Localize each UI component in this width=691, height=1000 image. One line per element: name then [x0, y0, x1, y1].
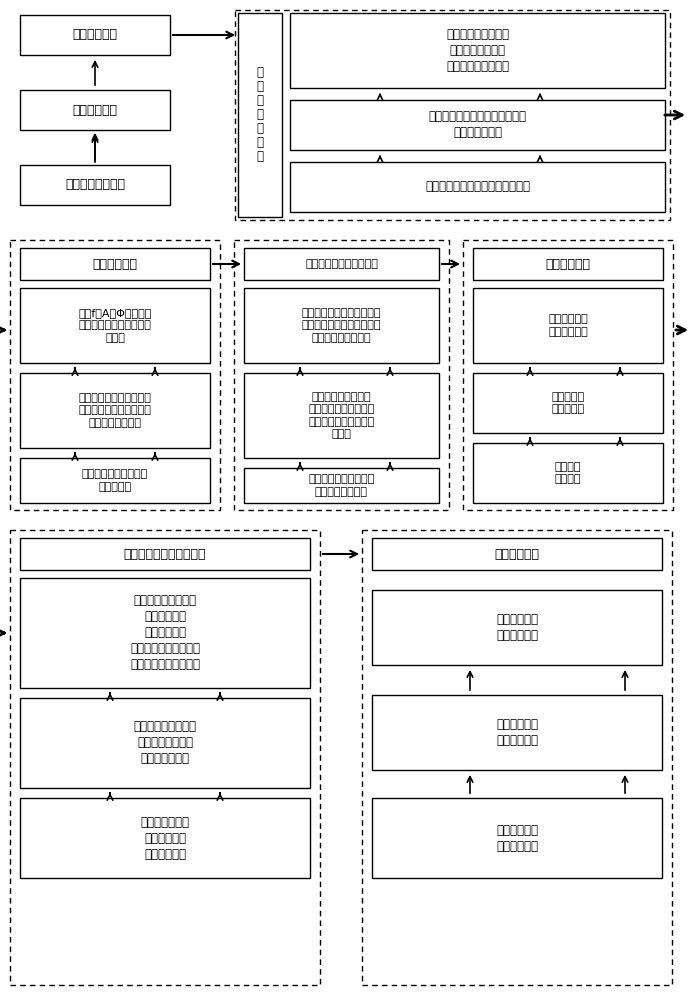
- Text: 专业数据库，产品序列
号，条码生产系统: 专业数据库，产品序列 号，条码生产系统: [308, 474, 375, 497]
- Text: 样本数据分析、处理
状态特征频谱选定
次声波基本模型建立: 样本数据分析、处理 状态特征频谱选定 次声波基本模型建立: [446, 28, 509, 73]
- Bar: [244, 248, 439, 280]
- Bar: [372, 695, 662, 770]
- Bar: [20, 373, 210, 448]
- Text: 声学检测室
标定声级计: 声学检测室 标定声级计: [551, 392, 585, 414]
- Text: 订货技术指标
企业产品标准: 订货技术指标 企业产品标准: [496, 718, 538, 747]
- Bar: [20, 90, 170, 130]
- Bar: [10, 530, 320, 985]
- Text: 系列化、标准化产品制成: 系列化、标准化产品制成: [124, 548, 206, 560]
- Text: 用户需求
设计要求: 用户需求 设计要求: [555, 462, 581, 484]
- Bar: [372, 538, 662, 570]
- Text: 自创后馈评价软件模
块，特质声学室及其发
声、拾音、检测、校验
装置等: 自创后馈评价软件模 块，特质声学室及其发 声、拾音、检测、校验 装置等: [308, 392, 375, 439]
- Text: 个性f、A、Φ精调馈声
修正调制，特征频、幅、
定向域: 个性f、A、Φ精调馈声 修正调制，特征频、幅、 定向域: [78, 308, 152, 343]
- Text: 降噪效果测定
产品外观检验: 降噪效果测定 产品外观检验: [496, 613, 538, 642]
- Text: 机械部组制造、采购
软件模块定制
电控装置定制
个性调制声码模块装入
有源降噪装置总装调试: 机械部组制造、采购 软件模块定制 电控装置定制 个性调制声码模块装入 有源降噪装…: [130, 594, 200, 672]
- Text: 噪声样本入厂登记: 噪声样本入厂登记: [65, 178, 125, 192]
- Bar: [372, 798, 662, 878]
- Bar: [20, 165, 170, 205]
- Bar: [473, 443, 663, 503]
- Bar: [20, 288, 210, 363]
- Bar: [362, 530, 672, 985]
- Bar: [238, 13, 282, 217]
- Bar: [20, 15, 170, 55]
- Bar: [10, 240, 220, 510]
- Text: 产品出厂检验: 产品出厂检验: [495, 548, 540, 560]
- Text: 云计算，大数据库，深
度神经网络: 云计算，大数据库，深 度神经网络: [82, 469, 148, 492]
- Bar: [473, 373, 663, 433]
- Bar: [20, 458, 210, 503]
- Text: 声码模块检测: 声码模块检测: [545, 257, 591, 270]
- Bar: [463, 240, 673, 510]
- Bar: [20, 798, 310, 878]
- Text: 云计算，大数据库，深度神经网络: 云计算，大数据库，深度神经网络: [425, 180, 530, 194]
- Bar: [235, 10, 670, 220]
- Text: 合格噪声样本: 合格噪声样本: [73, 28, 117, 41]
- Bar: [290, 100, 665, 150]
- Bar: [244, 288, 439, 363]
- Bar: [244, 468, 439, 503]
- Text: 产品系列化、标准化
设计、制造、检验
特殊工况或要求: 产品系列化、标准化 设计、制造、检验 特殊工况或要求: [133, 720, 196, 766]
- Text: 噪声样本甄别: 噪声样本甄别: [73, 104, 117, 116]
- Text: 第三方检测结果
现场应用实效
用户意见反馈: 第三方检测结果 现场应用实效 用户意见反馈: [140, 816, 189, 860]
- Text: 个性声码调制: 个性声码调制: [93, 257, 138, 270]
- Bar: [290, 162, 665, 212]
- Bar: [20, 248, 210, 280]
- Bar: [290, 13, 665, 88]
- Text: 自创分析、处理软件，模块专用
计算机，示波仪: 自创分析、处理软件，模块专用 计算机，示波仪: [428, 110, 527, 139]
- Text: 国家相关标准
行业相关规范: 国家相关标准 行业相关规范: [496, 824, 538, 852]
- Text: 多模态声码编程模块合成: 多模态声码编程模块合成: [305, 259, 378, 269]
- Text: 各模块降噪值
模态切换情况: 各模块降噪值 模态切换情况: [548, 314, 588, 337]
- Bar: [20, 578, 310, 688]
- Text: 自创专用软件、模块专用
计算机、示波仪专用频谱
仪、声学室频谱仪: 自创专用软件、模块专用 计算机、示波仪专用频谱 仪、声学室频谱仪: [79, 393, 151, 428]
- Bar: [473, 248, 663, 280]
- Bar: [20, 538, 310, 570]
- Bar: [20, 698, 310, 788]
- Bar: [372, 590, 662, 665]
- Bar: [244, 373, 439, 458]
- Text: 样
本
分
析
、
建
模: 样 本 分 析 、 建 模: [256, 66, 263, 163]
- Text: 同声源多模态个性声码配对
编程，后馈选态及相位纠偏
次声波基本模型建立: 同声源多模态个性声码配对 编程，后馈选态及相位纠偏 次声波基本模型建立: [302, 308, 381, 343]
- Bar: [234, 240, 449, 510]
- Bar: [473, 288, 663, 363]
